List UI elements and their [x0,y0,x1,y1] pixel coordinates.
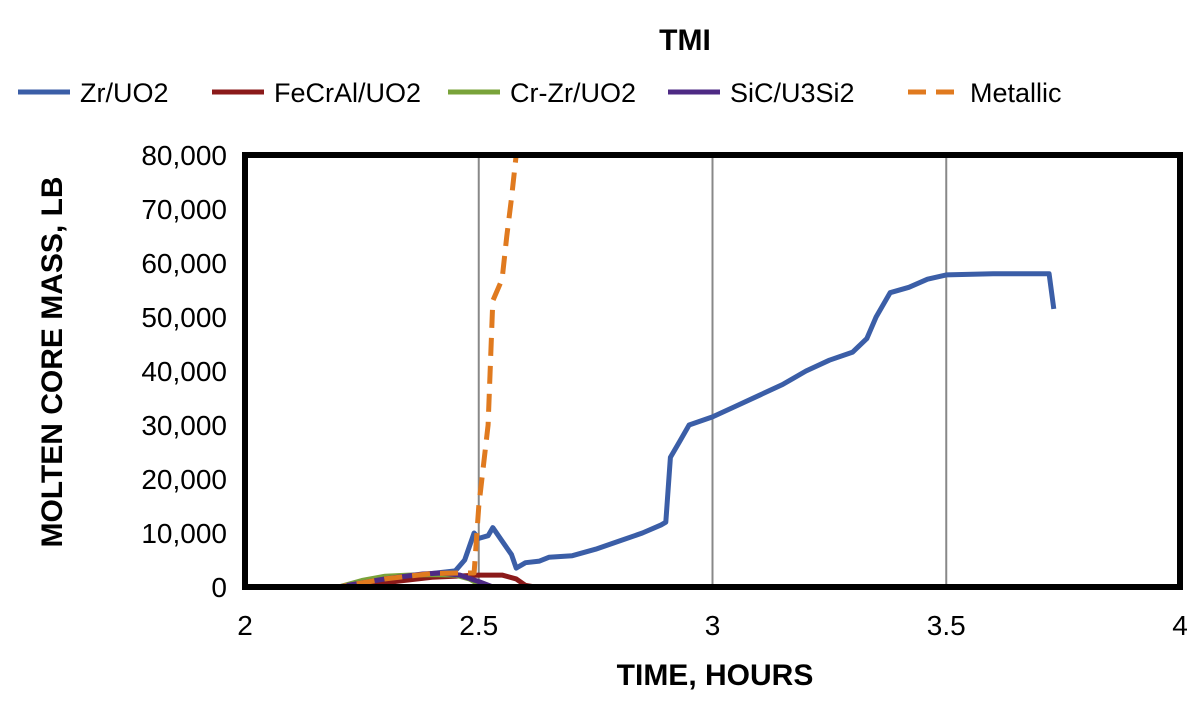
y-tick-label: 0 [211,572,227,603]
x-tick-label: 4 [1172,610,1188,641]
x-axis-ticks: 2 2.5 3 3.5 4 [237,610,1188,641]
y-tick-label: 70,000 [141,194,227,225]
plot-area-frame [242,152,1183,590]
y-tick-label: 20,000 [141,464,227,495]
y-tick-label: 30,000 [141,410,227,441]
x-tick-label: 3 [705,610,721,641]
y-tick-label: 80,000 [141,140,227,171]
y-tick-label: 50,000 [141,302,227,333]
y-axis-title: MOLTEN CORE MASS, LB [36,176,69,547]
series-line-zr-uo2 [245,271,1057,587]
legend-label-zr-uo2: Zr/UO2 [80,78,169,108]
legend-label-fecral-uo2: FeCrAl/UO2 [274,78,421,108]
y-tick-label: 60,000 [141,248,227,279]
gridlines [477,155,948,587]
series-line-metallic [245,154,519,587]
y-axis-ticks: 0 10,000 20,000 30,000 40,000 50,000 60,000 70,… [141,140,227,603]
legend-label-sic-u3si2: SiC/U3Si2 [730,78,855,108]
x-tick-label: 3.5 [927,610,966,641]
chart-title: TMI [659,24,711,57]
x-axis-title: TIME, HOURS [617,659,814,692]
legend: Zr/UO2 FeCrAl/UO2 Cr-Zr/UO2 SiC/U3Si2 Metall… [18,78,1062,108]
x-tick-label: 2 [237,610,253,641]
y-tick-label: 40,000 [141,356,227,387]
x-tick-label: 2.5 [459,610,498,641]
legend-label-cr-zr-uo2: Cr-Zr/UO2 [510,78,636,108]
y-tick-label: 10,000 [141,518,227,549]
legend-label-metallic: Metallic [970,78,1062,108]
